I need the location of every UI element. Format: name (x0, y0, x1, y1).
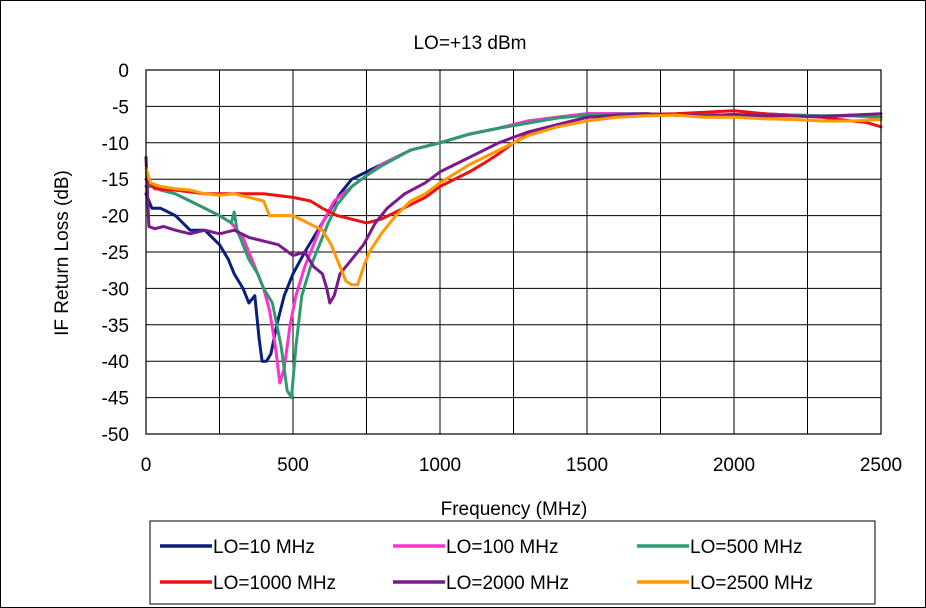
series-line-lo-1000-mhz (144, 109, 883, 225)
x-tick-label: 2500 (860, 455, 902, 476)
plot-border (145, 69, 882, 435)
y-axis-label: IF Return Loss (dB) (52, 170, 73, 336)
y-tick-label: -20 (102, 207, 129, 228)
y-axis-ticks: 0 -5 -10 -15 -20 -25 -30 -35 -40 -45 -50 (102, 61, 129, 446)
series-line-lo-2500-mhz (144, 113, 883, 287)
chart-title: LO=+13 dBm (413, 33, 526, 54)
legend: LO=10 MHz LO=100 MHz LO=500 MHz LO=1000 MHz… (149, 520, 876, 605)
y-tick-label: -15 (102, 170, 129, 191)
legend-label: LO=1000 MHz (213, 573, 336, 594)
x-tick-label: 500 (277, 455, 309, 476)
y-tick-label: -50 (102, 425, 129, 446)
x-axis-label: Frequency (MHz) (441, 499, 588, 520)
y-tick-label: -40 (102, 352, 129, 373)
y-tick-label: -45 (102, 389, 129, 410)
legend-label: LO=2000 MHz (446, 573, 569, 594)
x-tick-label: 2000 (713, 455, 755, 476)
legend-label: LO=10 MHz (213, 537, 315, 558)
x-tick-label: 0 (141, 455, 152, 476)
legend-label: LO=500 MHz (690, 537, 802, 558)
x-tick-label: 1500 (566, 455, 608, 476)
y-tick-label: -25 (102, 243, 129, 264)
y-tick-label: 0 (118, 61, 129, 82)
legend-label: LO=100 MHz (446, 537, 558, 558)
legend-label: LO=2500 MHz (690, 573, 813, 594)
y-tick-label: -35 (102, 316, 129, 337)
y-tick-label: -10 (102, 134, 129, 155)
x-tick-label: 1000 (419, 455, 461, 476)
legend-box (149, 520, 876, 605)
y-tick-label: -30 (102, 279, 129, 300)
y-tick-label: -5 (112, 97, 129, 118)
x-axis-ticks: 0 500 1000 1500 2000 2500 (141, 455, 902, 476)
series-layer (144, 109, 883, 400)
